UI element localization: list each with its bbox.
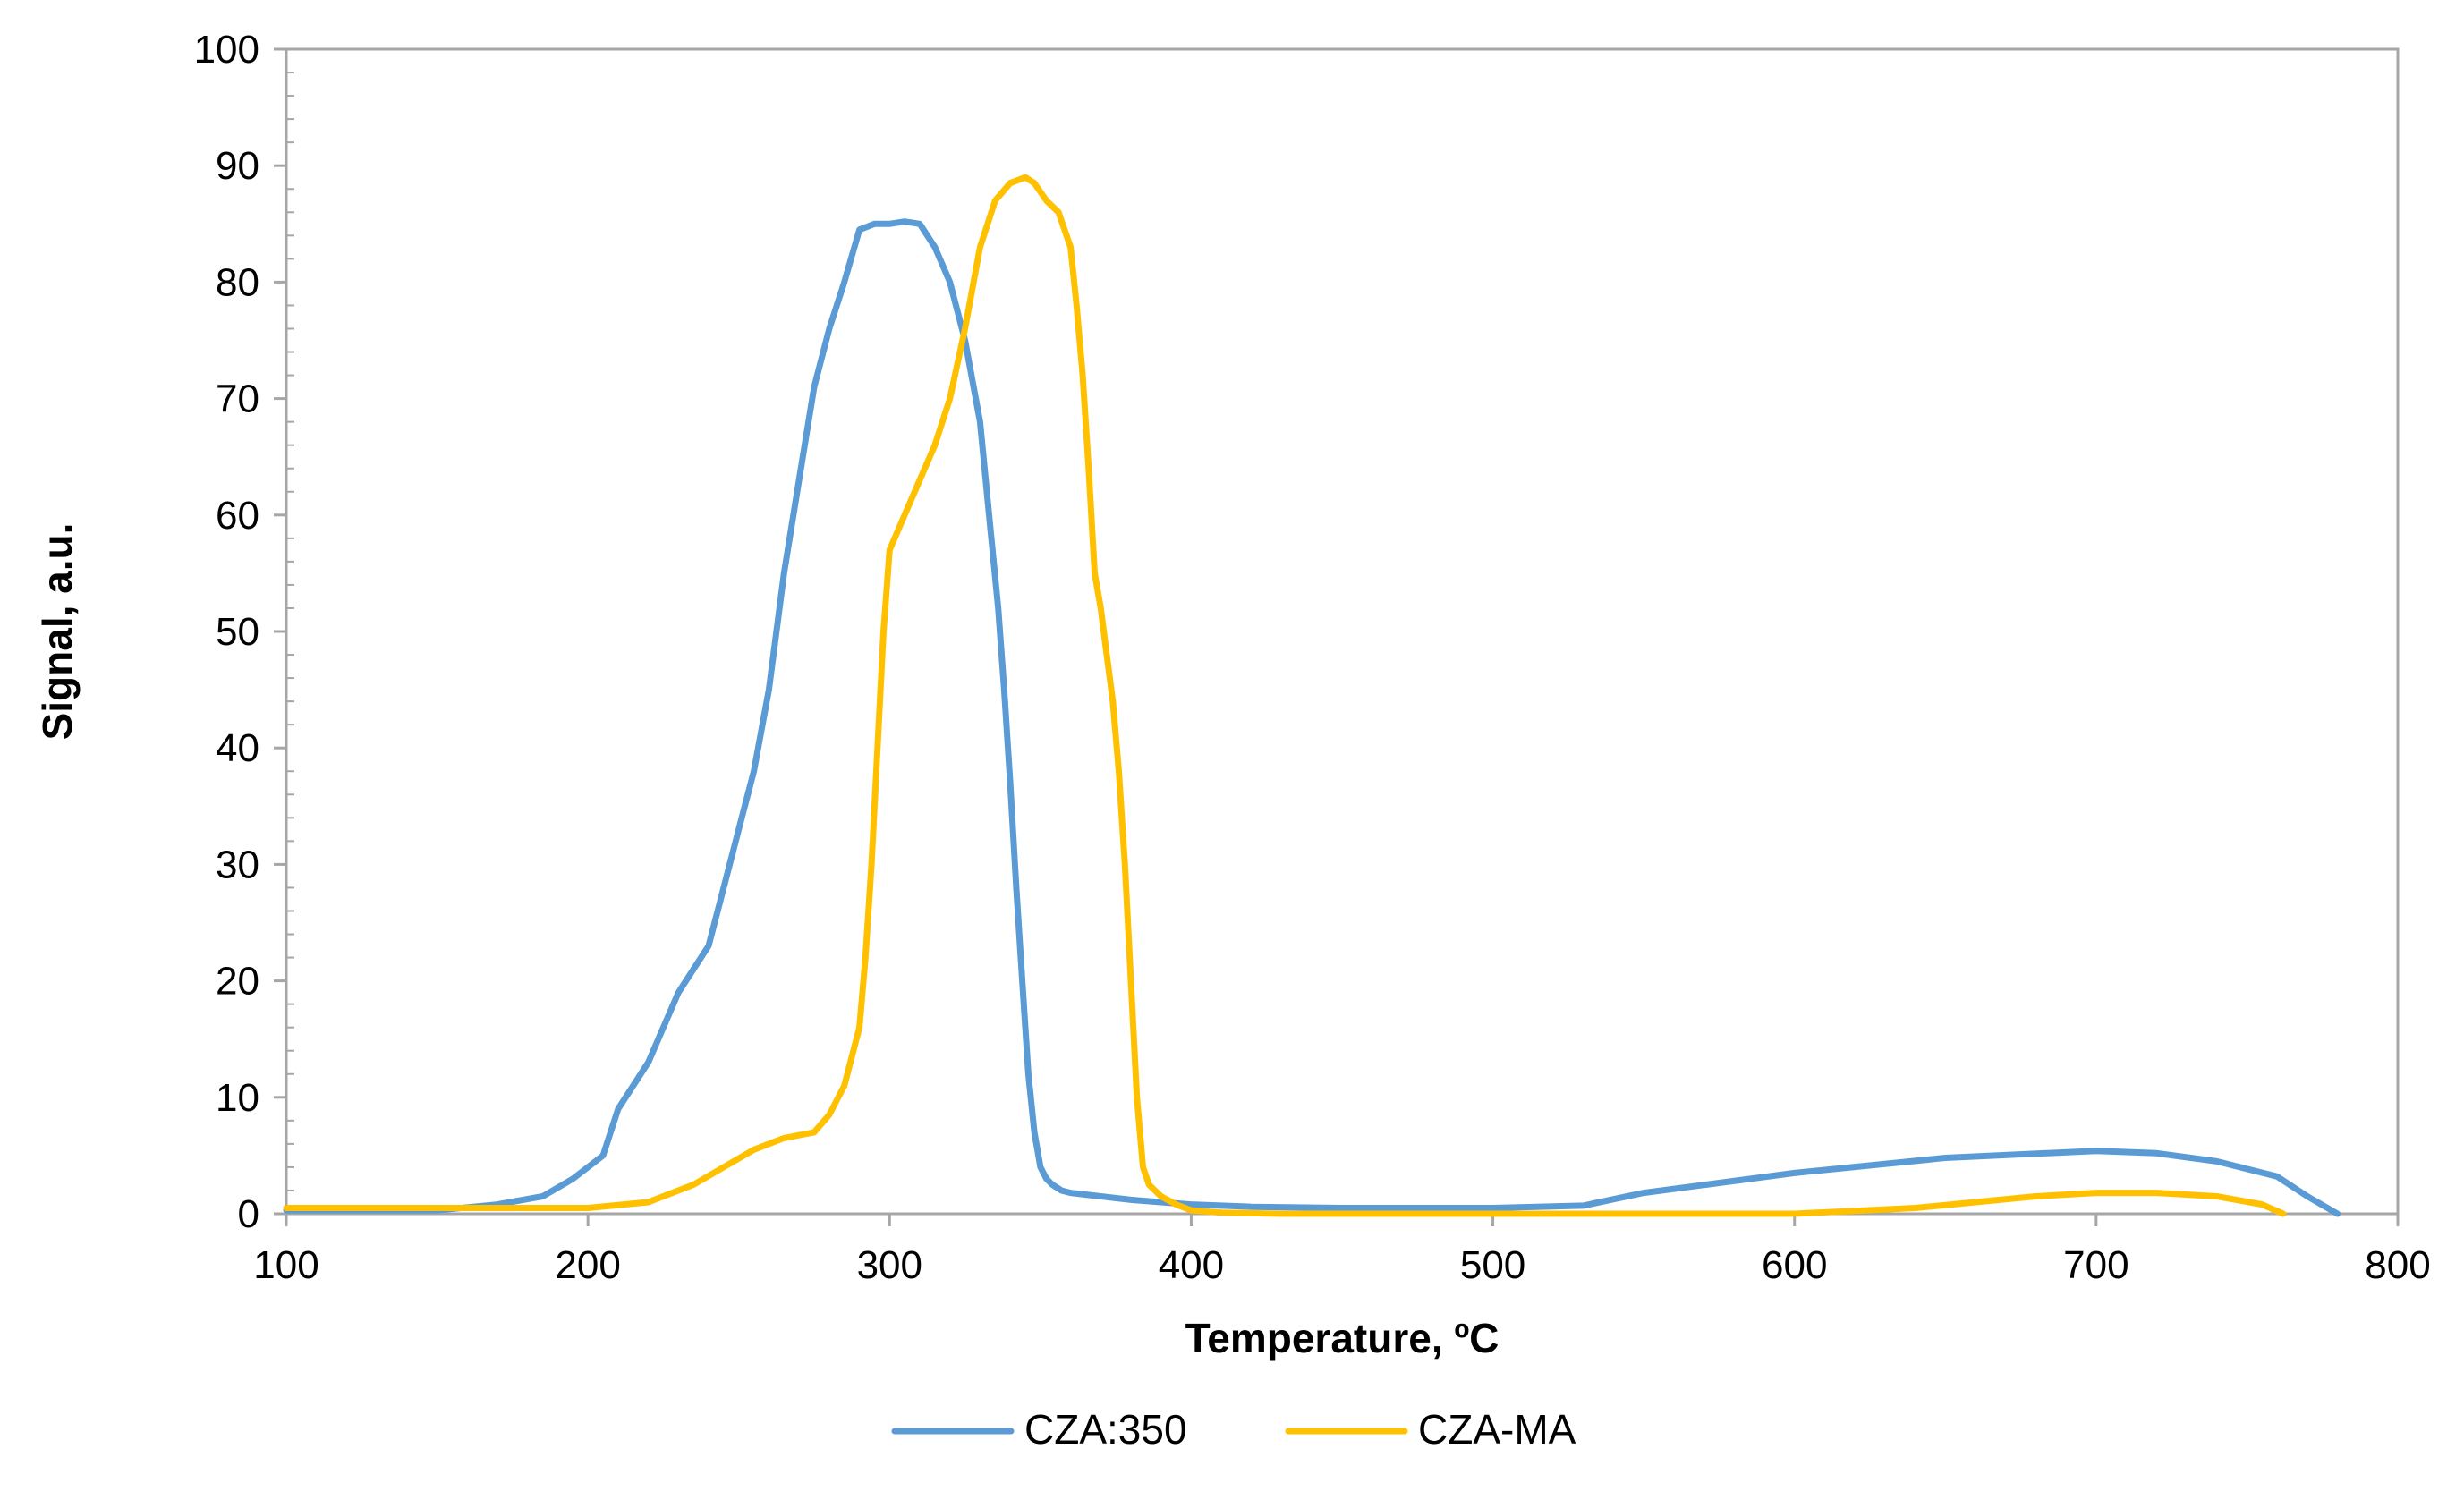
series-line-cza-ma xyxy=(283,174,2287,1217)
y-tick-label: 20 xyxy=(216,960,259,1004)
legend-label: CZA-MA xyxy=(1418,1406,1576,1453)
y-tick-label: 60 xyxy=(216,494,259,538)
legend: CZA:350 CZA-MA xyxy=(891,1406,1576,1453)
plot-area xyxy=(285,47,2400,1216)
x-tick-label: 600 xyxy=(1762,1243,1827,1287)
y-tick-label: 80 xyxy=(216,260,259,304)
x-axis-title: Temperature, ºC xyxy=(1185,1315,1500,1361)
series-line-cza-350 xyxy=(283,218,2341,1217)
plot-border xyxy=(285,47,2400,1216)
y-tick-label: 10 xyxy=(216,1076,259,1120)
y-tick-label: 40 xyxy=(216,726,259,770)
y-tick-label: 70 xyxy=(216,377,259,421)
y-tick-label: 90 xyxy=(216,144,259,188)
x-tick-label: 700 xyxy=(2063,1243,2128,1287)
y-tick-label: 50 xyxy=(216,610,259,654)
x-tick-label: 200 xyxy=(555,1243,620,1287)
x-tick-label: 500 xyxy=(1460,1243,1525,1287)
y-axis: 0 10 20 30 40 50 60 70 80 90 100 xyxy=(194,28,294,1236)
y-tick-label: 100 xyxy=(194,28,259,72)
x-axis: 100 200 300 400 500 600 700 800 xyxy=(253,1212,2431,1287)
x-tick-label: 100 xyxy=(253,1243,319,1287)
series-layer xyxy=(283,174,2341,1217)
y-tick-label: 0 xyxy=(238,1192,259,1236)
y-axis-title: Signal, a.u. xyxy=(34,523,81,741)
y-tick-label: 30 xyxy=(216,843,259,886)
legend-label: CZA:350 xyxy=(1024,1406,1187,1453)
x-tick-label: 400 xyxy=(1159,1243,1224,1287)
x-tick-label: 300 xyxy=(857,1243,922,1287)
x-tick-label: 800 xyxy=(2365,1243,2430,1287)
